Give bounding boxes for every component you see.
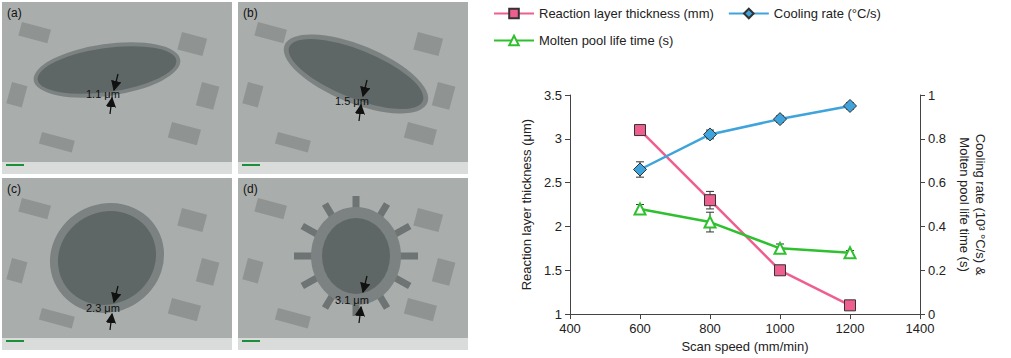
svg-text:2.3 μm: 2.3 μm xyxy=(86,302,120,314)
svg-text:Molten pool life time (s): Molten pool life time (s) xyxy=(539,33,673,48)
svg-text:(d): (d) xyxy=(243,182,258,196)
svg-text:600: 600 xyxy=(629,321,651,336)
svg-text:3.1 μm: 3.1 μm xyxy=(335,294,369,306)
svg-text:1400: 1400 xyxy=(906,321,935,336)
svg-text:3: 3 xyxy=(555,131,562,146)
svg-text:(c): (c) xyxy=(7,182,21,196)
svg-text:0.4: 0.4 xyxy=(928,219,946,234)
svg-text:1: 1 xyxy=(928,88,935,103)
svg-text:800: 800 xyxy=(699,321,721,336)
svg-text:(b): (b) xyxy=(243,6,258,20)
svg-text:2: 2 xyxy=(555,219,562,234)
svg-text:1.1 μm: 1.1 μm xyxy=(86,88,120,100)
svg-text:3.5: 3.5 xyxy=(544,88,562,103)
svg-text:Cooling rate (°C/s): Cooling rate (°C/s) xyxy=(774,6,881,21)
svg-text:(a): (a) xyxy=(7,6,22,20)
svg-text:1: 1 xyxy=(555,307,562,322)
svg-text:1000: 1000 xyxy=(766,321,795,336)
svg-text:1200: 1200 xyxy=(836,321,865,336)
svg-text:0: 0 xyxy=(928,307,935,322)
svg-text:1.5: 1.5 xyxy=(544,263,562,278)
svg-text:Cooling rate (10³ °C/s) &: Cooling rate (10³ °C/s) & xyxy=(973,134,988,276)
svg-text:Scan speed (mm/min): Scan speed (mm/min) xyxy=(681,339,808,354)
svg-text:2.5: 2.5 xyxy=(544,175,562,190)
svg-text:400: 400 xyxy=(559,321,581,336)
svg-text:1.5 μm: 1.5 μm xyxy=(335,95,369,107)
svg-text:0.2: 0.2 xyxy=(928,263,946,278)
svg-text:0.6: 0.6 xyxy=(928,175,946,190)
svg-text:Reaction layer thickness (μm): Reaction layer thickness (μm) xyxy=(519,119,534,290)
svg-text:Molten pool life time (s): Molten pool life time (s) xyxy=(957,137,972,271)
svg-text:0.8: 0.8 xyxy=(928,131,946,146)
svg-text:Reaction layer thickness (mm): Reaction layer thickness (mm) xyxy=(539,6,714,21)
